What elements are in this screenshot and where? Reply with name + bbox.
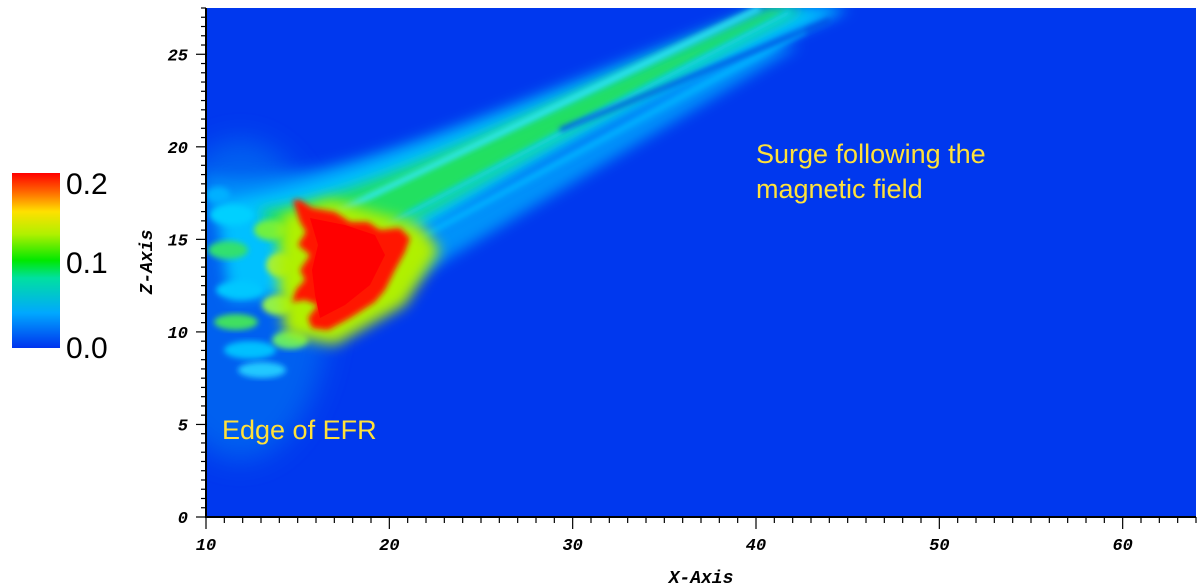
blob xyxy=(224,341,276,359)
annotation-efr-edge: Edge of EFR xyxy=(222,415,377,445)
core-red-inner xyxy=(310,218,385,318)
blob xyxy=(210,205,254,225)
jet-gap xyxy=(559,18,831,132)
y-tick-label: 0 xyxy=(178,510,188,529)
blob xyxy=(216,281,264,299)
blob xyxy=(214,314,258,330)
annotation-surge-line1: Surge following the xyxy=(756,139,986,169)
colorbar-label-max: 0.2 xyxy=(66,168,108,201)
colorbar-label-min: 0.0 xyxy=(66,332,108,365)
blob xyxy=(206,187,230,203)
axes: 10 20 30 40 50 60 0 5 10 15 20 25 xyxy=(168,7,1197,556)
blob xyxy=(208,241,248,259)
y-tick-label: 10 xyxy=(168,325,188,344)
x-tick-label: 50 xyxy=(929,537,949,556)
surge-jet-inner xyxy=(260,8,805,250)
x-tick-label: 20 xyxy=(379,537,399,556)
colorbar: 0.2 0.1 0.0 xyxy=(12,168,108,365)
colorbar-gradient xyxy=(12,173,60,348)
y-axis-title: Z-Axis xyxy=(138,230,158,296)
annotation-surge-line2: magnetic field xyxy=(756,174,923,204)
x-tick-label: 40 xyxy=(746,537,766,556)
y-tick-label: 20 xyxy=(168,140,188,159)
blob xyxy=(254,220,286,240)
colorbar-label-mid: 0.1 xyxy=(66,247,108,280)
strand-3 xyxy=(358,27,807,273)
x-tick-label: 60 xyxy=(1112,537,1132,556)
y-tick-label: 5 xyxy=(178,417,188,436)
heatmap-field xyxy=(206,8,1196,517)
x-tick-label: 30 xyxy=(562,537,582,556)
y-tick-label: 25 xyxy=(168,47,188,66)
y-tick-label: 15 xyxy=(168,232,188,251)
strand-1 xyxy=(298,8,762,233)
x-tick-label: 10 xyxy=(196,537,216,556)
x-axis-title: X-Axis xyxy=(668,569,734,586)
blob xyxy=(238,362,286,378)
strand-2 xyxy=(329,10,791,257)
